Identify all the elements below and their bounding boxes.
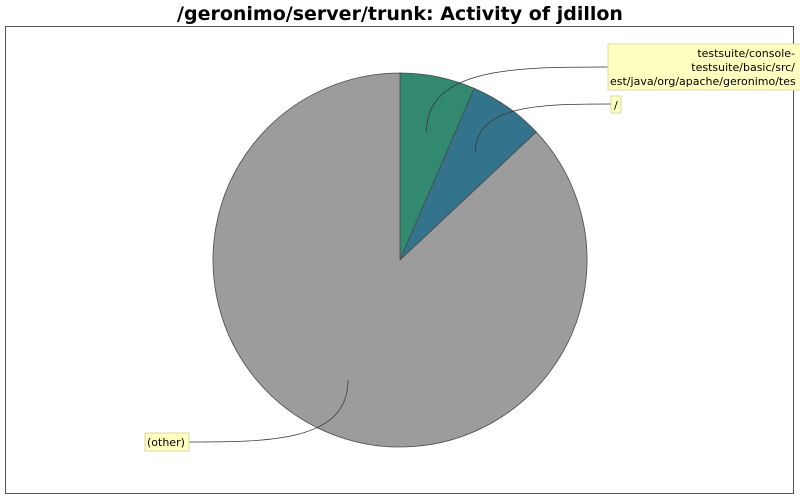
slice-label-other: (other) <box>145 433 189 451</box>
slice-label-line: (other) <box>147 436 185 449</box>
slice-label-line: est/java/org/apache/geronimo/tes <box>610 75 796 88</box>
slice-label-line: testsuite/basic/src/ <box>691 61 795 74</box>
slice-label-root: / <box>611 96 621 113</box>
pie-slices <box>213 73 587 447</box>
slice-label-line: testsuite/console- <box>697 47 795 60</box>
slice-label-testsuite: testsuite/console- testsuite/basic/src/ … <box>608 44 800 90</box>
slice-label-line: / <box>614 99 618 112</box>
